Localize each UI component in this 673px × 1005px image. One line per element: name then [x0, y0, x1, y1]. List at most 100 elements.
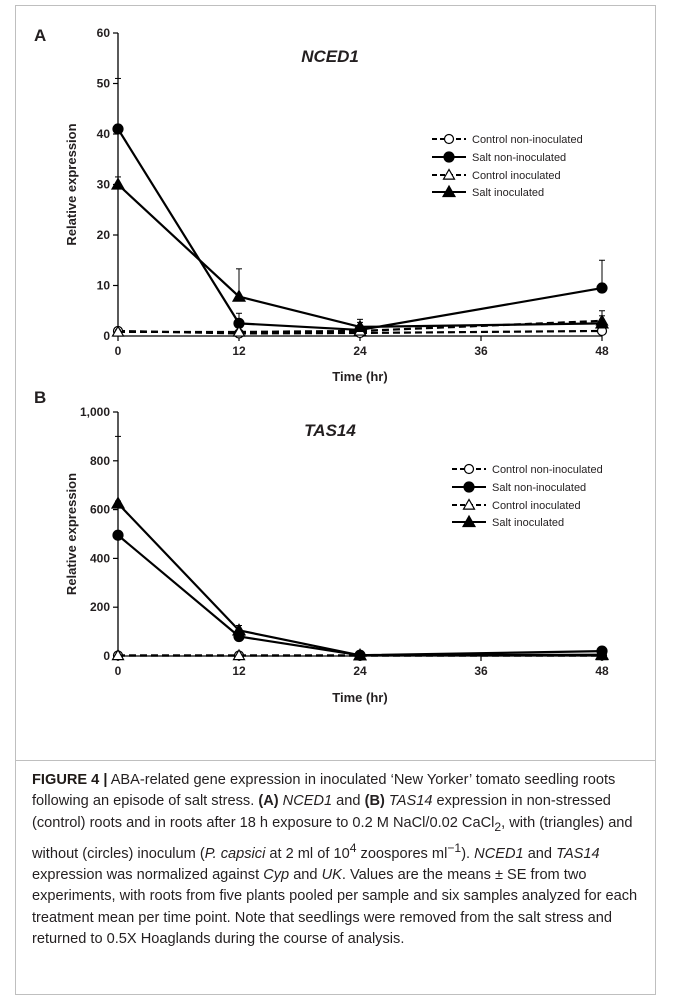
caption-species: P. capsici — [204, 845, 266, 862]
caption-text: zoospores ml — [356, 845, 448, 862]
data-point — [231, 623, 247, 636]
caption-text: ). — [461, 845, 475, 862]
caption-divider — [15, 760, 656, 761]
x-tick-label: 48 — [595, 344, 609, 358]
legend-marker — [463, 463, 475, 475]
y-axis-label: Relative expression — [64, 473, 79, 595]
data-point — [112, 529, 124, 541]
x-tick-label: 0 — [115, 664, 122, 678]
chart-title: TAS14 — [304, 421, 356, 440]
x-axis-label: Time (hr) — [332, 690, 387, 705]
legend-marker — [441, 184, 457, 198]
caption-ref-a: (A) — [258, 793, 279, 810]
legend-label: Control inoculated — [472, 170, 561, 182]
caption-gene: TAS14 — [388, 793, 433, 810]
caption-gene: NCED1 — [282, 793, 333, 810]
figure-caption: FIGURE 4 | ABA-related gene expression i… — [32, 770, 642, 950]
data-point — [594, 316, 610, 329]
legend-label: Salt inoculated — [492, 517, 564, 529]
series-line — [117, 502, 603, 657]
legend-label: Salt non-inoculated — [492, 482, 586, 494]
y-tick-label: 600 — [90, 503, 110, 517]
series-line — [117, 128, 603, 332]
y-tick-label: 10 — [97, 279, 111, 293]
legend-label: Salt inoculated — [472, 187, 544, 199]
caption-superscript: 4 — [349, 840, 357, 855]
caption-text: , with (triangles) and without (circles)… — [32, 814, 633, 862]
y-tick-label: 30 — [97, 178, 111, 192]
x-tick-label: 12 — [232, 664, 246, 678]
x-tick-label: 0 — [115, 344, 122, 358]
caption-text: and — [523, 845, 557, 862]
y-tick-label: 50 — [97, 77, 111, 91]
caption-text: ABA-related gene expression in inoculate… — [32, 772, 616, 810]
x-tick-label: 36 — [474, 664, 488, 678]
caption-superscript: −1 — [447, 840, 462, 855]
caption-subscript: 2 — [494, 819, 502, 834]
caption-text: expression in non-stressed (control) roo… — [32, 793, 611, 831]
caption-text: and — [332, 793, 365, 810]
legend-label: Control non-inoculated — [472, 134, 583, 146]
series-salt-inoculated — [110, 435, 610, 661]
data-point — [352, 648, 368, 661]
caption-text: and — [289, 866, 322, 883]
panel-letter: B — [34, 388, 46, 407]
caption-gene: NCED1 — [474, 845, 524, 862]
chart-title: NCED1 — [301, 47, 359, 66]
y-tick-label: 400 — [90, 551, 110, 565]
legend: Control non-inoculated Salt non-inoculate… — [432, 133, 583, 199]
data-point — [232, 325, 246, 337]
x-tick-label: 12 — [232, 344, 246, 358]
panel-b: B TAS14 0 200 400 600 800 1,000 0 12 24 36 48 Time (h… — [34, 388, 610, 705]
data-point — [112, 123, 124, 135]
legend-label: Salt non-inoculated — [472, 152, 566, 164]
legend-label: Control inoculated — [492, 500, 581, 512]
y-axis-label: Relative expression — [64, 123, 79, 245]
figure-frame — [15, 5, 656, 995]
legend-marker — [462, 498, 476, 510]
caption-gene: Cyp — [263, 866, 290, 883]
series-salt-non-inoculated — [112, 77, 608, 336]
caption-gene: TAS14 — [556, 845, 600, 862]
y-tick-label: 0 — [103, 329, 110, 343]
series-salt-inoculated — [110, 176, 610, 333]
x-tick-label: 24 — [353, 344, 367, 358]
y-tick-label: 20 — [97, 228, 111, 242]
y-tick-label: 0 — [103, 649, 110, 663]
data-point — [110, 496, 126, 509]
y-tick-label: 800 — [90, 454, 110, 468]
caption-text: at 2 ml of 10 — [265, 845, 350, 862]
series-line — [117, 534, 603, 657]
caption-gene: UK — [321, 866, 342, 883]
legend-marker — [443, 133, 455, 145]
data-point — [111, 325, 125, 337]
y-tick-label: 200 — [90, 600, 110, 614]
data-point — [594, 647, 610, 660]
data-point — [596, 282, 608, 294]
legend-marker — [443, 151, 455, 163]
data-point — [110, 177, 126, 190]
y-tick-label: 40 — [97, 127, 111, 141]
legend-marker — [442, 168, 456, 180]
data-point — [111, 648, 125, 661]
data-point — [352, 319, 368, 333]
caption-ref-b: (B) — [364, 793, 385, 810]
data-point — [232, 648, 246, 661]
x-tick-label: 48 — [595, 664, 609, 678]
legend-marker — [461, 514, 477, 528]
y-tick-label: 1,000 — [80, 405, 110, 419]
caption-text: expression was normalized against — [32, 866, 264, 883]
caption-label: FIGURE 4 | — [32, 772, 108, 788]
legend-marker — [463, 481, 475, 493]
panel-a: A NCED1 0 10 20 30 40 50 60 0 12 24 36 48 Time (hr) Rel… — [34, 26, 610, 384]
panel-letter: A — [34, 26, 46, 45]
x-axis-label: Time (hr) — [332, 369, 387, 384]
caption-text: . Values are the means ± SE from two exp… — [32, 866, 638, 947]
series-line — [117, 183, 603, 329]
x-tick-label: 36 — [474, 344, 488, 358]
x-tick-label: 24 — [353, 664, 367, 678]
legend: Control non-inoculated Salt non-inoculate… — [452, 463, 603, 529]
data-point — [231, 289, 247, 302]
y-tick-label: 60 — [97, 26, 111, 40]
